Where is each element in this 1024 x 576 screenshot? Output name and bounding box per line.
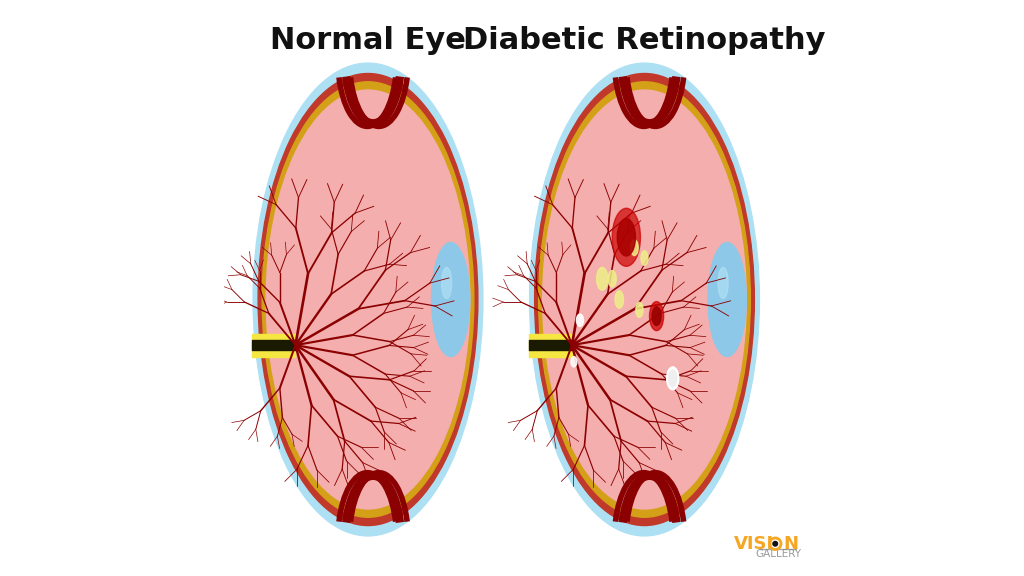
Text: Normal Eye: Normal Eye [270,26,466,55]
Text: Diabetic Retinopathy: Diabetic Retinopathy [463,26,825,55]
Ellipse shape [253,63,483,536]
Text: GALLERY: GALLERY [755,549,801,559]
Ellipse shape [617,219,636,256]
Circle shape [773,541,777,546]
Ellipse shape [667,367,679,390]
Ellipse shape [612,209,640,266]
Ellipse shape [431,242,470,357]
Ellipse shape [615,291,624,308]
Text: VISI: VISI [734,535,774,554]
Ellipse shape [708,242,746,357]
Ellipse shape [649,302,664,331]
Ellipse shape [529,63,760,536]
Ellipse shape [539,82,751,517]
Ellipse shape [597,267,607,290]
Ellipse shape [543,90,746,509]
Ellipse shape [571,357,577,367]
Ellipse shape [669,370,677,386]
Ellipse shape [631,240,638,256]
Ellipse shape [718,267,728,298]
Ellipse shape [652,307,662,325]
Ellipse shape [266,90,470,509]
Ellipse shape [535,74,755,525]
Ellipse shape [262,82,474,517]
Ellipse shape [636,302,643,317]
Ellipse shape [258,74,478,525]
Ellipse shape [608,271,616,287]
Ellipse shape [441,267,452,298]
Text: N: N [784,535,799,554]
Ellipse shape [577,314,584,327]
Ellipse shape [641,251,648,266]
